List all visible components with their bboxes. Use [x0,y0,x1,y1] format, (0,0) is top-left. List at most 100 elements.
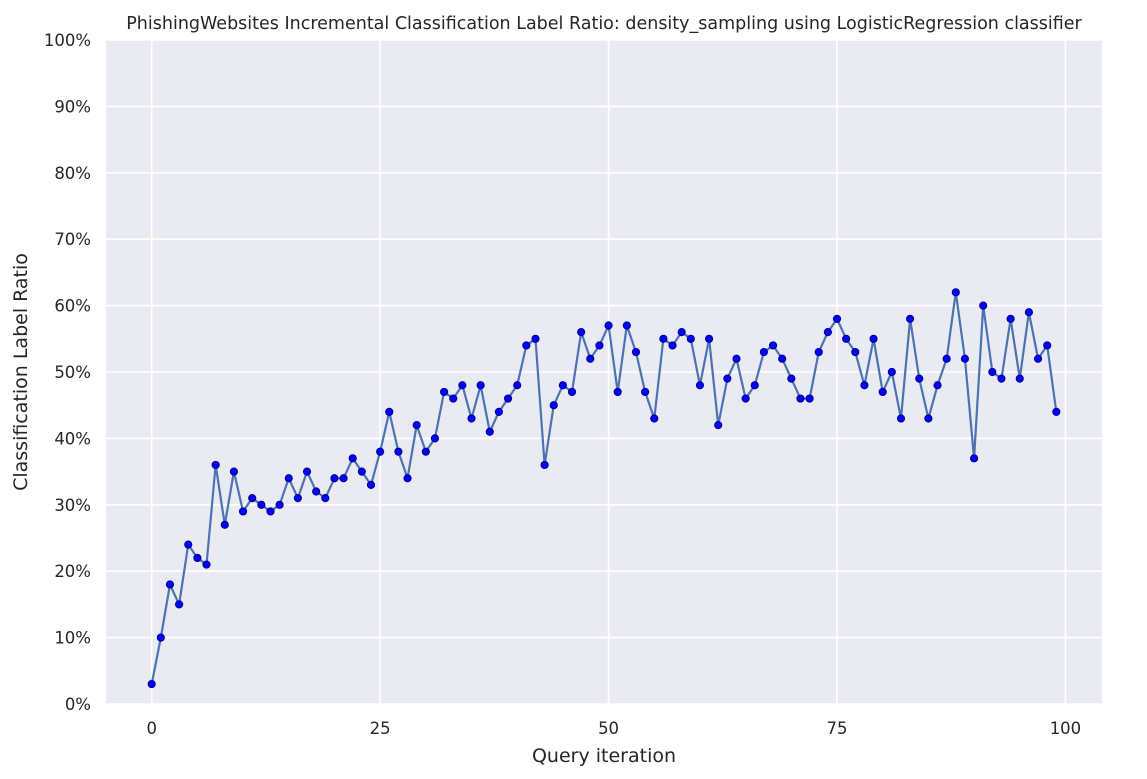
data-point [759,347,769,357]
data-point [906,314,915,323]
data-point [586,354,595,363]
data-point [211,460,220,470]
data-point [339,474,348,483]
data-point [485,427,494,436]
series-points-group [147,288,1061,689]
data-point [960,354,970,363]
y-tick-label: 60% [54,297,91,316]
x-gridlines [150,40,1067,704]
data-point [449,394,458,403]
data-point [476,381,485,390]
data-point [567,387,577,397]
data-point [248,494,257,503]
data-point [997,374,1006,383]
data-point [540,460,549,470]
data-point [284,474,293,483]
y-tick-labels: 0% 10% 20% 30% 40% 50% 60% 70% 80% 90% 100% [44,31,91,714]
data-point [869,334,878,343]
data-point [1015,374,1024,383]
data-point [823,328,832,337]
y-tick-label: 90% [54,97,91,116]
data-point [193,553,202,563]
data-point [558,381,567,390]
data-point [577,328,586,337]
data-point [896,414,906,423]
data-point [805,394,814,403]
data-point [704,334,714,343]
data-point [1024,308,1033,317]
data-point [668,341,677,350]
data-point [695,381,705,390]
x-axis-label: Query iteration [532,745,676,767]
data-point [202,560,211,569]
data-point [796,394,805,403]
data-point [266,507,275,516]
data-point [1052,407,1061,416]
data-point [750,381,759,390]
data-point [851,347,860,357]
x-tick-labels: 0 25 50 75 100 [146,719,1081,738]
data-point [915,374,924,383]
data-point [531,334,540,343]
data-point [412,421,421,430]
data-point [403,474,412,483]
data-point [275,500,284,509]
data-point [357,467,366,476]
data-point [394,447,403,456]
data-point [768,341,778,350]
data-point [778,354,787,363]
data-point [951,288,960,297]
y-tick-label: 10% [54,629,91,648]
x-tick-label: 0 [146,719,157,738]
data-point [933,381,942,390]
data-point [366,480,376,489]
data-point [842,334,851,343]
y-tick-label: 100% [44,31,91,50]
data-point [175,600,184,609]
data-point [293,494,302,503]
data-point [787,374,796,383]
data-point [988,367,997,377]
data-point [165,580,175,589]
chart-title: PhishingWebsites Incremental Classificat… [126,14,1082,34]
data-point [549,401,558,410]
data-point [439,387,449,397]
data-point [924,414,933,423]
data-point [348,454,357,463]
y-tick-label: 30% [54,496,91,515]
data-point [723,374,732,383]
data-point [878,387,887,397]
data-point [238,507,248,516]
data-point [229,467,239,476]
data-point [430,434,440,443]
data-point [1043,341,1052,350]
data-point [522,341,531,350]
data-point [156,633,165,642]
data-point [741,394,750,403]
series-line-group [150,291,1058,686]
data-point [732,354,741,363]
data-point [1006,314,1015,323]
x-tick-label: 100 [1050,719,1082,738]
y-tick-label: 80% [54,164,91,183]
data-point [860,381,869,390]
data-point [714,421,723,430]
data-point [184,540,193,549]
data-point [421,447,430,456]
data-point [613,387,622,397]
data-point [494,407,504,416]
data-point [969,454,979,463]
data-point [385,407,394,416]
y-gridlines [106,39,1102,705]
data-point [458,381,467,390]
data-point [330,474,339,483]
data-point [659,334,668,343]
data-point [650,414,659,423]
data-point [641,387,650,397]
data-point [312,487,321,496]
y-tick-label: 70% [54,230,91,249]
data-point [832,314,842,323]
data-point [513,381,522,390]
x-tick-label: 50 [598,719,619,738]
